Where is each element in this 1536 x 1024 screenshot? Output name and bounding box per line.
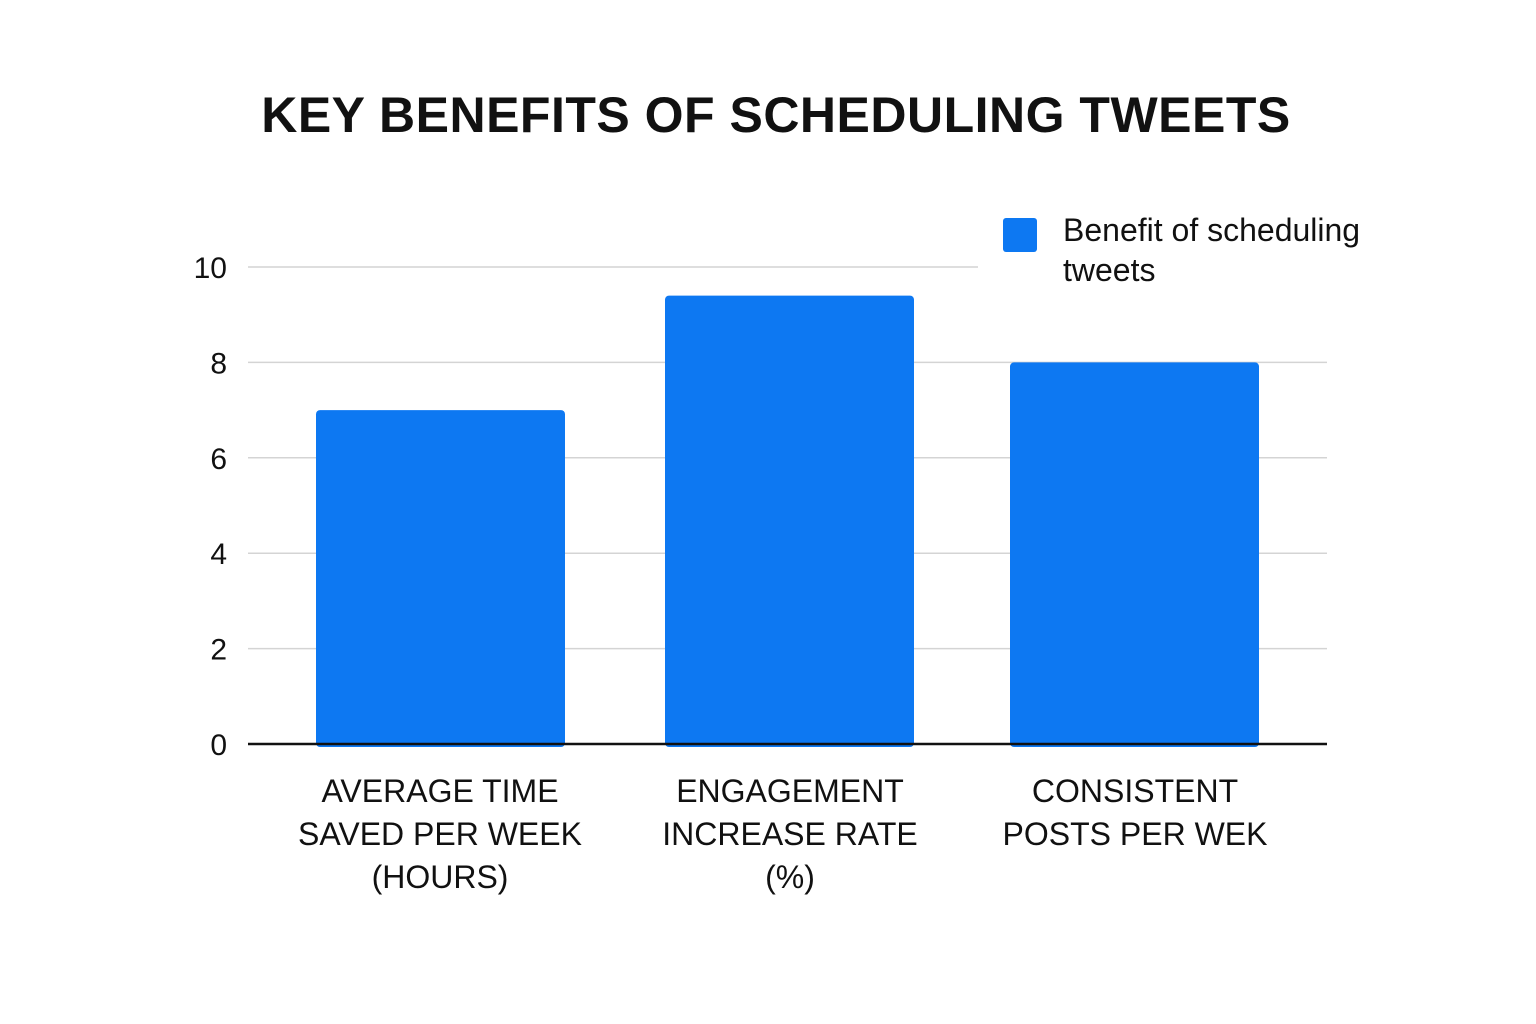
y-tick-label: 6 [210, 443, 227, 476]
legend-label: Benefit of scheduling tweets [1063, 212, 1361, 288]
y-tick-label: 2 [210, 634, 227, 667]
x-label-engagement-rate: ENGAGEMENT INCREASE RATE (%) [662, 773, 918, 895]
y-tick-label: 10 [194, 252, 227, 285]
bar-3 [1010, 362, 1259, 747]
x-label-average-time: AVERAGE TIME SAVED PER WEEK (HOURS) [298, 773, 582, 895]
bar-2 [665, 295, 914, 747]
y-axis-ticks: 0 2 4 6 8 10 [194, 252, 227, 762]
x-label-consistent-posts: CONSISTENT POSTS PER WEK [1002, 773, 1268, 852]
y-tick-label: 4 [210, 538, 227, 571]
y-tick-label: 0 [210, 729, 227, 762]
bars [316, 295, 1259, 747]
bar-1 [316, 410, 565, 747]
chart-title: KEY BENEFITS OF SCHEDULING TWEETS [261, 87, 1291, 143]
legend: Benefit of scheduling tweets [1003, 210, 1423, 290]
y-tick-label: 8 [210, 347, 227, 380]
legend-swatch [1003, 218, 1037, 252]
